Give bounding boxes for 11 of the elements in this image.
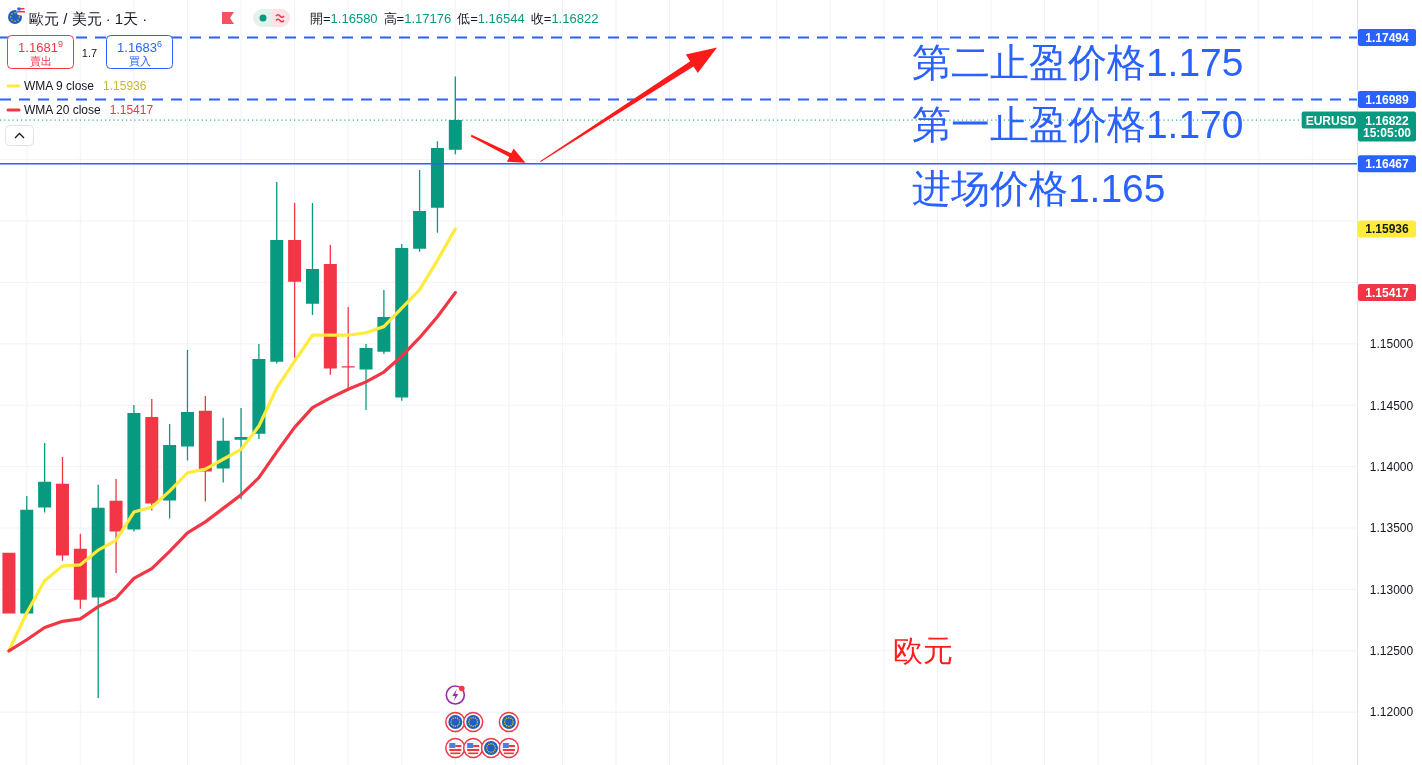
ref-line-label: 1.16822 [1365, 113, 1410, 128]
ref-line-label: 1.16989 [1365, 93, 1410, 108]
spread: 1.7 [81, 47, 98, 59]
buy-price: 1.1683$^{6}$ [117, 39, 162, 55]
ref-line-label: 1.16467 [1365, 157, 1410, 172]
sell-label: 賣出 [29, 55, 52, 67]
title: 歐元 / 美元 · 1天 · [29, 10, 148, 27]
annotation: EURUSD [1305, 113, 1357, 128]
buy-label: 買入 [128, 55, 151, 67]
ref-line-label: 1.17494 [1365, 31, 1410, 46]
sell-price: 1.1681$^{9}$ [18, 39, 63, 55]
